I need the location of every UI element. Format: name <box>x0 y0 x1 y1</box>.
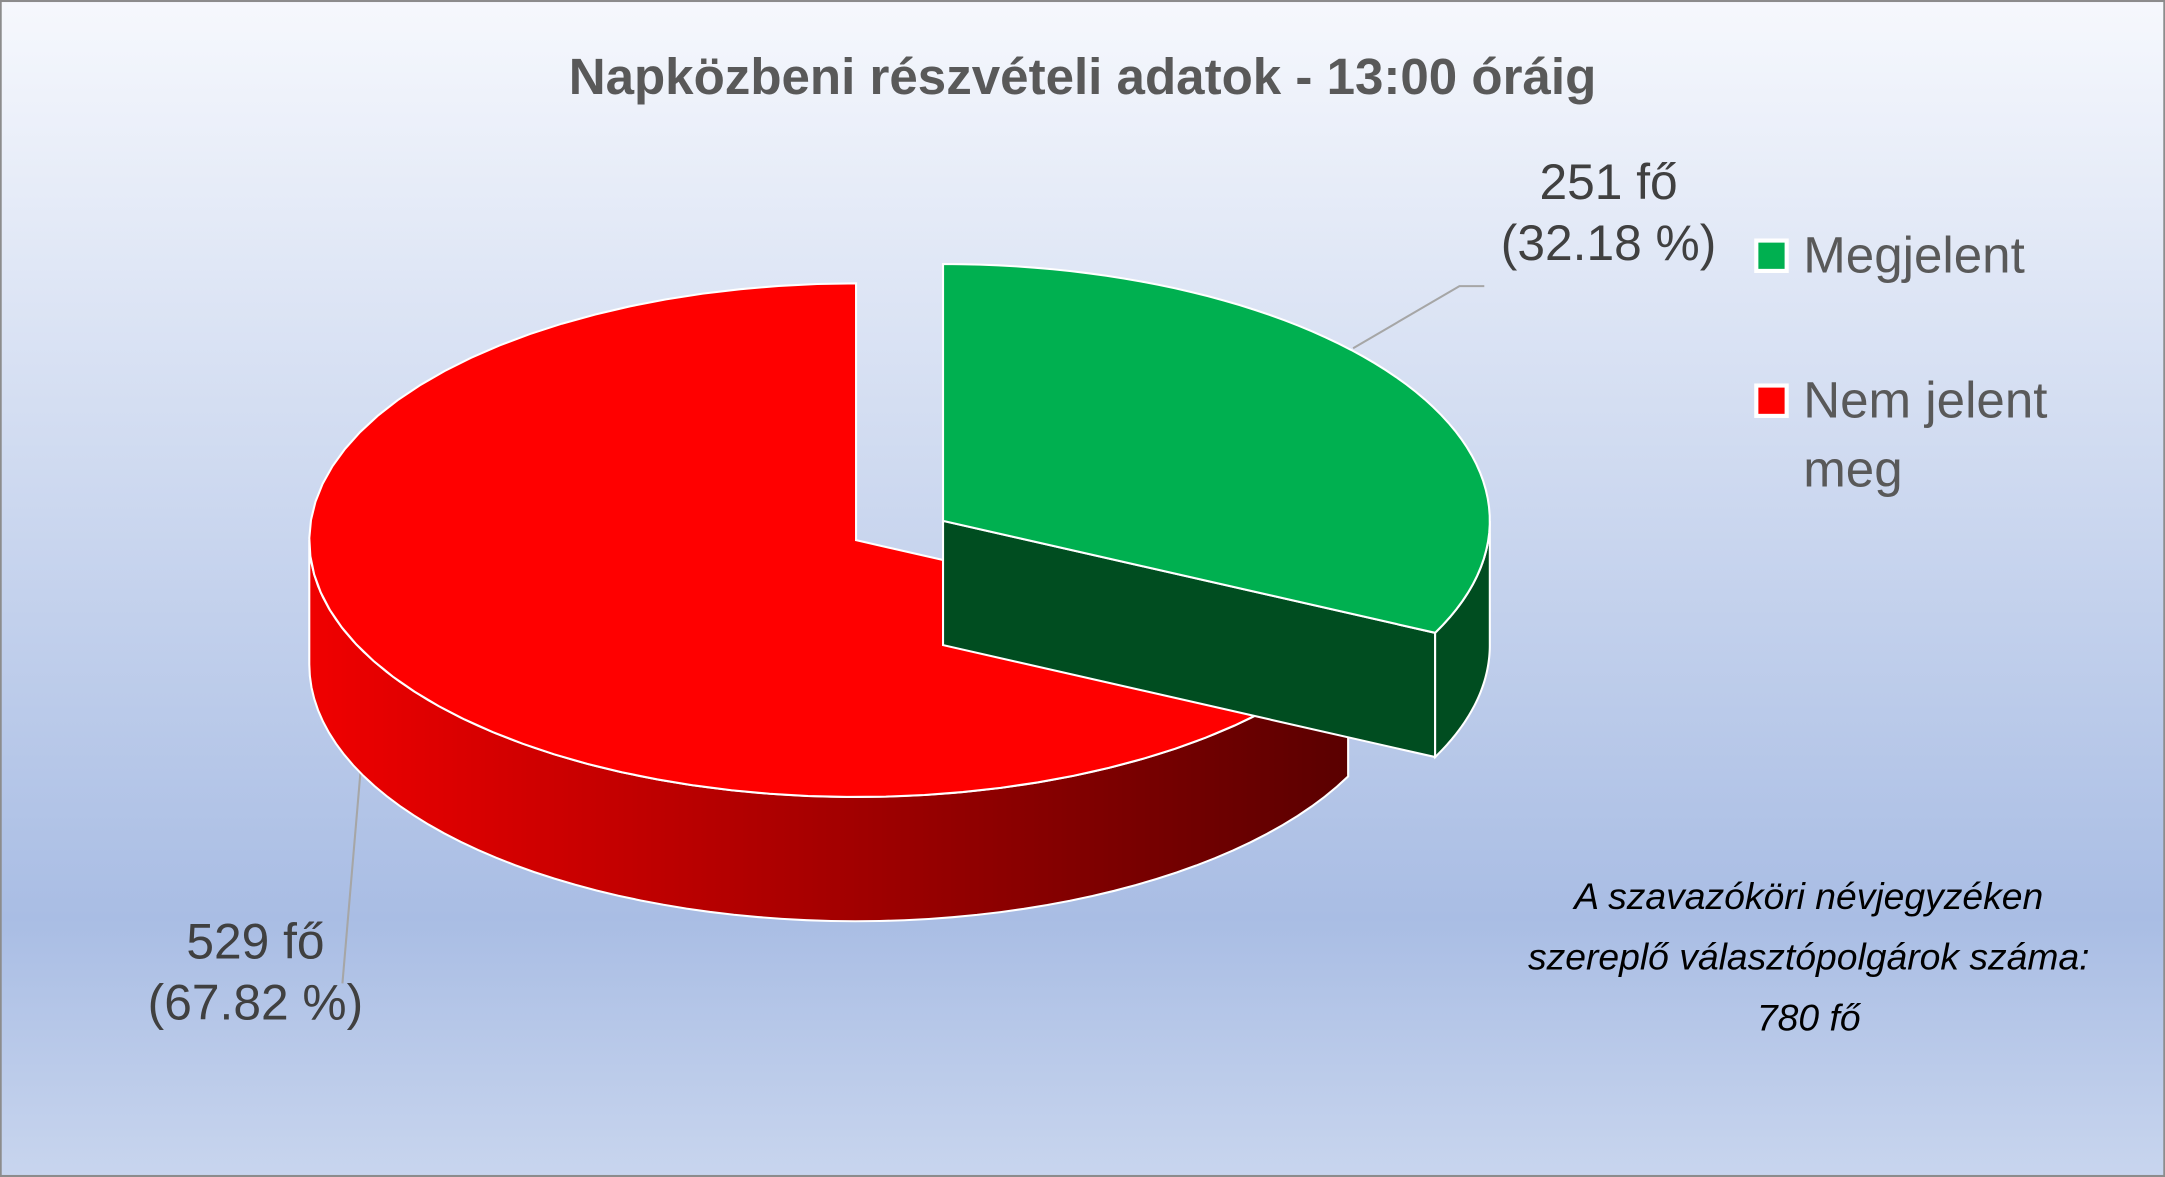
annotation-box: A szavazóköri névjegyzéken szereplő vála… <box>1527 875 2090 1039</box>
legend-swatch <box>1754 383 1789 418</box>
legend-swatch <box>1754 238 1789 274</box>
legend-label: Nem jelent meg <box>1803 371 2048 498</box>
legend-label: Megjelent <box>1803 226 2025 284</box>
pie <box>308 262 1491 923</box>
data-label-box: 251 fő (32.18 %) <box>1500 153 1717 271</box>
pie-slice <box>942 262 1491 634</box>
data-label: 529 fő (67.82 %) <box>147 912 364 1031</box>
annotation: A szavazóköri névjegyzéken szereplő vála… <box>1527 875 2090 1039</box>
data-label-box: 529 fő (67.82 %) <box>147 912 364 1031</box>
leader-line <box>1352 285 1485 350</box>
legend-label-box: Nem jelent meg <box>1803 371 2048 498</box>
data-label: 251 fő (32.18 %) <box>1500 153 1717 271</box>
chart-title: Napközbeni részvételi adatok - 13:00 órá… <box>569 48 1597 105</box>
leader-line <box>341 756 363 984</box>
legend-label-box: Megjelent <box>1803 226 2025 284</box>
